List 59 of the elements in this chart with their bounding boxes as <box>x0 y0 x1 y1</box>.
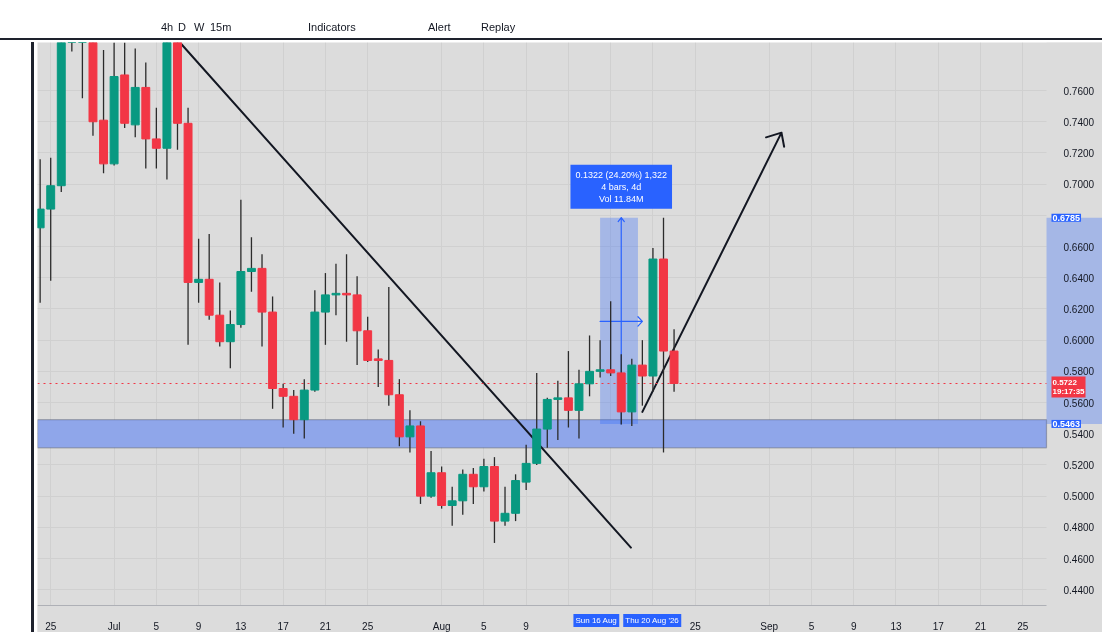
x-tick-label: 21 <box>974 620 987 632</box>
x-tick-label: 5 <box>808 620 815 632</box>
y-tick-label: 0.4400 <box>1063 584 1095 596</box>
x-tick-label: 21 <box>319 620 332 632</box>
y-tick-label: 0.4600 <box>1063 553 1095 565</box>
x-tick-label: 25 <box>45 620 57 632</box>
x-tick-label: 25 <box>362 620 374 632</box>
x-tick-label: 17 <box>932 620 945 632</box>
candlestick <box>479 458 489 493</box>
x-tick-label: Aug <box>432 620 451 632</box>
candlestick <box>246 236 256 293</box>
text: Replay <box>481 20 516 35</box>
text: D <box>178 20 186 35</box>
text: Sun 16 Aug <box>575 616 617 625</box>
candlestick <box>447 486 457 527</box>
x-tick-label: 25 <box>689 620 702 632</box>
x-tick-label: 13 <box>890 620 902 632</box>
candlestick <box>194 238 204 304</box>
y-tick-label: 0.7000 <box>1063 179 1095 191</box>
y-tick-label: 0.4800 <box>1063 522 1095 534</box>
candlestick <box>405 409 415 454</box>
x-tick-label: 25 <box>1017 620 1029 632</box>
x-tick-label: 5 <box>153 620 160 632</box>
candlestick <box>151 107 161 170</box>
candlestick <box>585 334 595 397</box>
candlestick <box>468 467 478 505</box>
text: Indicators <box>308 20 356 35</box>
y-tick-label: 0.5600 <box>1063 397 1095 409</box>
y-tick-label: 0.5200 <box>1063 459 1095 471</box>
y-tick-label: 0.6000 <box>1063 335 1095 347</box>
y-tick-label: 0.5800 <box>1063 366 1095 378</box>
candlestick <box>606 300 616 377</box>
x-tick-label: 13 <box>235 620 247 632</box>
x-tick-label: 5 <box>481 620 488 632</box>
text: 0.5463 <box>1052 418 1081 429</box>
text: W <box>194 20 205 35</box>
y-tick-label: 0.7600 <box>1063 85 1095 97</box>
x-tick-label: 9 <box>850 620 857 632</box>
ref-line-label: 0.5722 19:17:35 <box>1052 377 1086 397</box>
y-tick-label: 0.6400 <box>1063 272 1095 284</box>
y-tick-label: 0.7400 <box>1063 116 1095 128</box>
y-tick-label: 0.6200 <box>1063 303 1095 315</box>
x-tick-label: Jul <box>107 620 121 632</box>
x-tick-label: 17 <box>277 620 290 632</box>
y-tick-label: 0.6600 <box>1063 241 1095 253</box>
y-tick-label: 0.7200 <box>1063 147 1095 159</box>
candlestick <box>595 339 605 379</box>
text: 0.6785 <box>1052 212 1081 223</box>
candlestick <box>426 450 436 499</box>
annotation: 0.1322 (24.20%) 1,322 4 bars, 4d Vol 11.84M <box>575 169 668 204</box>
y-tick-label: 0.5000 <box>1063 491 1095 503</box>
x-tick-label: 9 <box>523 620 530 632</box>
text: Thu 20 Aug '26 <box>625 616 680 625</box>
text: Alert <box>428 20 451 35</box>
x-tick-label: 9 <box>195 620 202 632</box>
x-tick-label: Sep <box>760 620 779 632</box>
text: 4h <box>161 20 174 35</box>
y-tick-label: 0.5400 <box>1063 428 1095 440</box>
text: 15m <box>210 20 232 35</box>
